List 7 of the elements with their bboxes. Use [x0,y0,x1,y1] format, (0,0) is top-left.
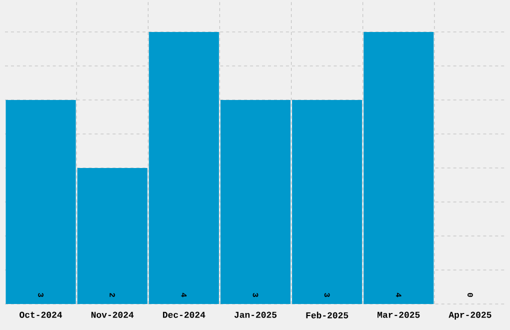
x-tick-label: Jan-2025 [234,312,277,318]
x-tick-label: Nov-2024 [91,312,134,318]
x-tick-label: Apr-2025 [448,312,492,320]
x-tick-label: Oct-2024 [20,312,62,318]
x-tick-label: Feb-2025 [306,312,348,318]
x-tick-label: Mar-2025 [378,312,420,318]
x-tick-label: Dec-2024 [163,312,206,318]
